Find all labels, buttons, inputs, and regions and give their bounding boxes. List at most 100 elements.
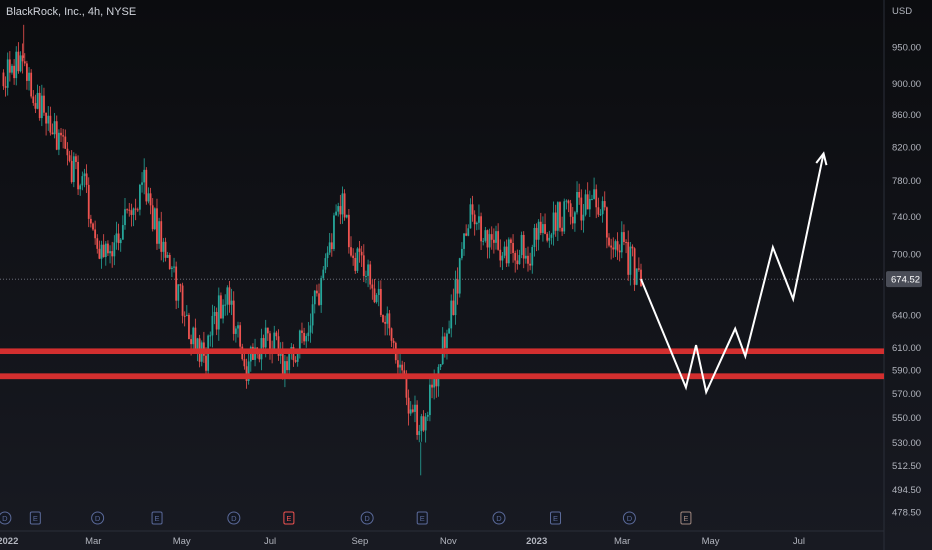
- candle-body: [284, 361, 286, 376]
- candles: [2, 24, 642, 476]
- candle-body: [156, 208, 158, 244]
- candle-body: [569, 203, 572, 217]
- candle-body: [77, 161, 79, 190]
- projection-path: [640, 151, 828, 396]
- candle-body: [386, 313, 389, 324]
- price-tick-label: 512.50: [892, 461, 921, 472]
- price-tick-label: 570.00: [892, 389, 921, 400]
- candle-body: [92, 223, 94, 230]
- event-marker-earnings[interactable]: E: [151, 511, 163, 525]
- time-tick-label: May: [702, 536, 720, 547]
- time-tick-label: Mar: [85, 536, 101, 547]
- candle-body: [392, 340, 395, 343]
- candle-body: [170, 267, 173, 270]
- candle-body: [89, 218, 92, 224]
- candle-body: [571, 216, 574, 224]
- candle-body: [614, 241, 617, 250]
- candle-body: [43, 95, 45, 113]
- candle-body: [247, 361, 250, 381]
- price-tick-label: 700.00: [892, 250, 921, 261]
- candle-body: [333, 215, 335, 250]
- candle-body: [507, 239, 510, 264]
- candle-body: [32, 96, 35, 104]
- candle-body: [66, 148, 69, 156]
- candle-body: [232, 300, 235, 334]
- candle-body: [499, 249, 502, 261]
- candle-body: [480, 216, 482, 242]
- price-tick-label: 550.00: [892, 413, 921, 424]
- candle-body: [147, 193, 150, 202]
- event-marker-earnings[interactable]: E: [283, 511, 295, 525]
- price-tick-label: 780.00: [892, 176, 921, 187]
- event-marker-earnings[interactable]: E: [416, 511, 428, 525]
- candle-body: [115, 233, 118, 243]
- candle-body: [354, 257, 357, 271]
- candle-body: [119, 239, 122, 244]
- candle-body: [345, 214, 348, 218]
- candle-body: [194, 327, 197, 353]
- event-marker-earnings[interactable]: E: [680, 511, 692, 525]
- candle-body: [593, 189, 595, 199]
- price-tick-label: 950.00: [892, 43, 921, 54]
- candle-body: [629, 246, 632, 275]
- candle-body: [64, 136, 67, 149]
- candle-body: [341, 193, 344, 215]
- candle-body: [188, 314, 190, 340]
- candle-body: [627, 242, 630, 275]
- candle-body: [586, 194, 589, 210]
- candle-body: [603, 201, 606, 208]
- candle-body: [8, 59, 11, 73]
- candle-body: [60, 132, 62, 136]
- dividend-icon: [0, 511, 12, 525]
- event-marker-dividend[interactable]: D: [492, 511, 506, 525]
- time-tick-label: Jul: [264, 536, 276, 547]
- candle-body: [446, 333, 448, 348]
- event-marker-earnings[interactable]: E: [29, 511, 41, 525]
- candle-body: [70, 160, 73, 183]
- earnings-icon: [550, 511, 562, 525]
- candle-body: [405, 374, 408, 398]
- candle-body: [72, 156, 75, 183]
- candle-body: [471, 204, 474, 215]
- candle-body: [418, 431, 421, 435]
- candle-body: [640, 269, 642, 287]
- candle-body: [153, 208, 156, 230]
- candle-body: [34, 103, 37, 109]
- time-tick-label: Mar: [614, 536, 630, 547]
- candle-body: [484, 230, 487, 241]
- candle-body: [416, 404, 419, 435]
- candle-body: [360, 251, 363, 256]
- candle-body: [192, 327, 195, 345]
- dividend-icon: [91, 511, 105, 525]
- candle-body: [121, 225, 124, 240]
- candle-body: [377, 288, 380, 296]
- candle-body: [497, 231, 500, 250]
- event-marker-dividend[interactable]: D: [227, 511, 241, 525]
- candle-body: [181, 285, 184, 316]
- candle-body: [21, 55, 24, 62]
- event-marker-dividend[interactable]: D: [0, 511, 12, 525]
- candle-body: [384, 321, 387, 324]
- candle-body: [38, 92, 41, 119]
- event-marker-dividend[interactable]: D: [622, 511, 636, 525]
- candle-body: [2, 72, 5, 87]
- candle-body: [273, 332, 276, 353]
- candle-body: [6, 59, 9, 88]
- dividend-icon: [360, 511, 374, 525]
- event-marker-dividend[interactable]: D: [360, 511, 374, 525]
- price-axis-currency[interactable]: USD: [892, 6, 913, 17]
- candle-body: [175, 266, 178, 301]
- candle-body: [337, 206, 340, 212]
- candle-body: [230, 300, 233, 305]
- event-marker-dividend[interactable]: D: [91, 511, 105, 525]
- candle-body: [132, 208, 135, 215]
- symbol-title[interactable]: BlackRock, Inc., 4h, NYSE: [6, 6, 137, 18]
- current-price-tag[interactable]: [886, 271, 922, 288]
- price-tick-label: 640.00: [892, 310, 921, 321]
- candle-body: [588, 198, 591, 210]
- candle-body: [469, 204, 472, 229]
- event-marker-earnings[interactable]: E: [550, 511, 562, 525]
